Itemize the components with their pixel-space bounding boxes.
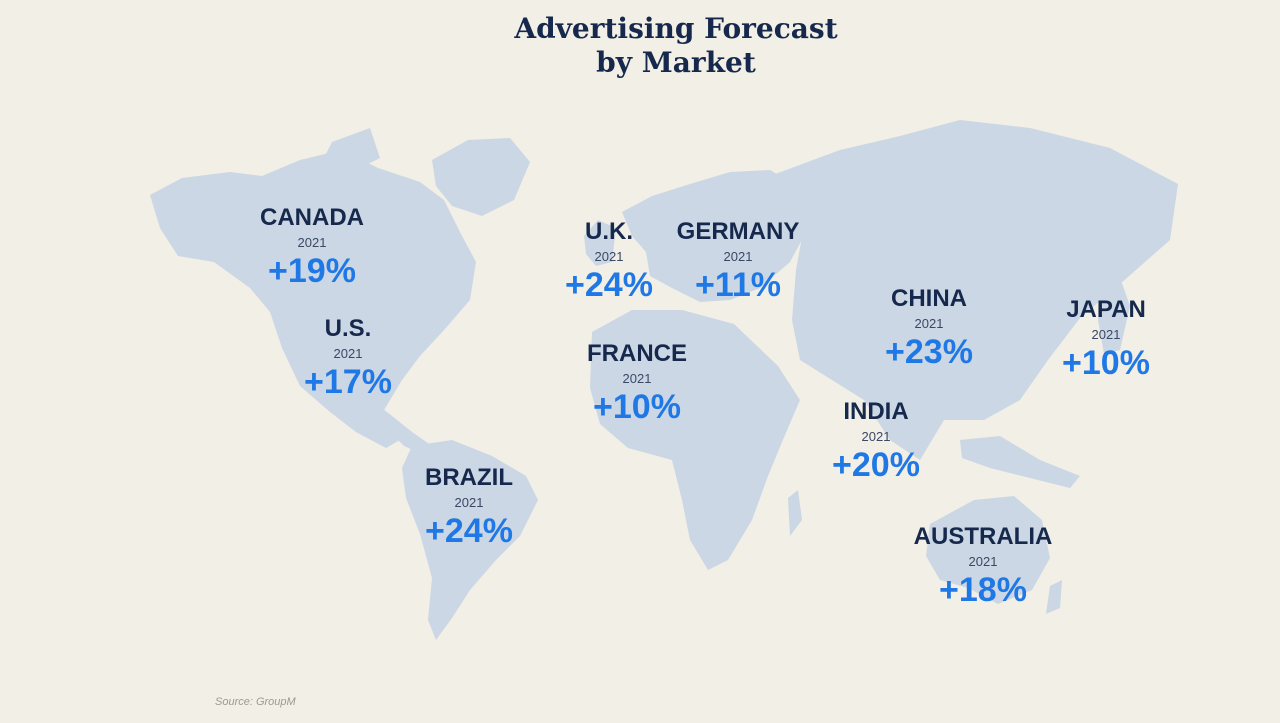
market-change: +17% xyxy=(304,363,392,401)
market-name: U.S. xyxy=(324,315,372,342)
market-year: 2021 xyxy=(723,249,753,264)
arctic-islands xyxy=(318,128,380,172)
market-change: +10% xyxy=(593,388,681,426)
title-line-1: Advertising Forecast xyxy=(514,12,838,45)
south-america-landmass xyxy=(402,440,538,640)
market-year: 2021 xyxy=(1091,327,1121,342)
market-name: FRANCE xyxy=(587,340,687,367)
market-name: JAPAN xyxy=(1066,296,1146,323)
market-change: +24% xyxy=(425,512,513,550)
market-france: FRANCE 2021 +10% xyxy=(587,340,687,426)
market-germany: GERMANY 2021 +11% xyxy=(677,218,800,304)
southeast-asia-islands xyxy=(960,436,1080,488)
central-america-landmass xyxy=(382,408,432,456)
madagascar-landmass xyxy=(788,490,802,536)
market-brazil: BRAZIL 2021 +24% xyxy=(425,464,513,550)
asia-landmass xyxy=(770,120,1178,460)
africa-landmass xyxy=(590,310,800,570)
market-china: CHINA 2021 +23% xyxy=(885,285,973,371)
market-year: 2021 xyxy=(914,316,944,331)
market-year: 2021 xyxy=(622,371,652,386)
market-japan: JAPAN 2021 +10% xyxy=(1062,296,1150,382)
market-name: BRAZIL xyxy=(425,464,513,491)
market-australia: AUSTRALIA 2021 +18% xyxy=(914,523,1053,609)
new-zealand-landmass xyxy=(1046,580,1062,614)
market-year: 2021 xyxy=(454,495,484,510)
market-us: U.S. 2021 +17% xyxy=(304,315,392,401)
market-name: U.K. xyxy=(585,218,633,245)
market-uk: U.K. 2021 +24% xyxy=(565,218,653,304)
map-title: Advertising Forecast by Market xyxy=(0,12,1280,80)
market-canada: CANADA 2021 +19% xyxy=(260,204,364,290)
market-year: 2021 xyxy=(297,235,327,250)
market-change: +11% xyxy=(694,266,782,304)
market-year: 2021 xyxy=(968,554,998,569)
europe-landmass xyxy=(622,170,806,302)
market-change: +19% xyxy=(268,252,356,290)
market-year: 2021 xyxy=(861,429,891,444)
market-name: CANADA xyxy=(260,204,364,231)
market-name: AUSTRALIA xyxy=(913,523,1053,550)
market-change: +10% xyxy=(1062,344,1150,382)
market-year: 2021 xyxy=(594,249,624,264)
market-name: CHINA xyxy=(891,285,967,312)
title-line-2: by Market xyxy=(596,46,756,79)
market-name: GERMANY xyxy=(676,218,800,245)
market-change: +18% xyxy=(939,571,1027,609)
market-year: 2021 xyxy=(333,346,363,361)
market-india: INDIA 2021 +20% xyxy=(832,398,920,484)
british-isles-landmass xyxy=(584,220,616,266)
market-change: +20% xyxy=(832,446,920,484)
source-note: Source: GroupM xyxy=(215,696,296,708)
market-change: +23% xyxy=(885,333,973,371)
greenland-landmass xyxy=(432,138,530,216)
market-name: INDIA xyxy=(843,398,909,425)
australia-landmass xyxy=(926,496,1050,604)
market-change: +24% xyxy=(565,266,653,304)
japan-landmass xyxy=(1098,272,1130,354)
north-america-landmass xyxy=(150,150,476,448)
